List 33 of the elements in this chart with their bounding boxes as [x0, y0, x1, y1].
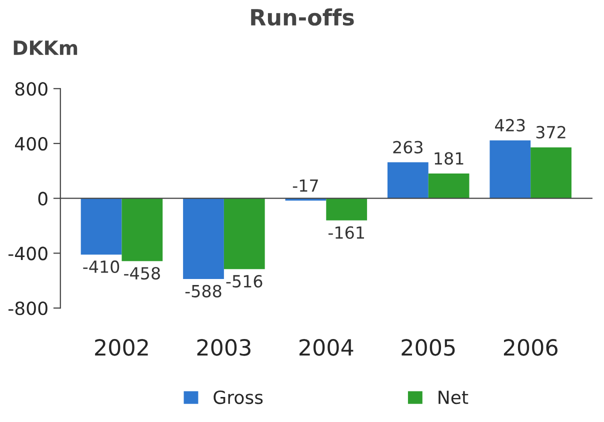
bar — [183, 198, 224, 279]
bar — [490, 140, 531, 198]
y-axis-title: DKKm — [14, 40, 78, 55]
bar — [122, 198, 163, 262]
data-label: -516 — [226, 274, 262, 288]
chart-title: Run-offs — [251, 8, 354, 26]
y-tick-label: -400 — [8, 246, 48, 260]
bar — [326, 198, 368, 220]
data-label: -588 — [185, 284, 222, 298]
x-tick-label: 2004 — [300, 339, 354, 356]
data-label: -458 — [124, 267, 160, 280]
legend-label: Gross — [214, 390, 263, 404]
x-tick-label: 2002 — [95, 339, 148, 356]
x-tick-label: 2005 — [402, 339, 455, 356]
data-label: 181 — [434, 152, 464, 165]
data-label: -410 — [83, 260, 120, 274]
data-label: 372 — [536, 126, 566, 139]
y-tick-label: -800 — [8, 302, 48, 316]
legend-label: Net — [438, 390, 468, 404]
y-tick-label: 800 — [15, 82, 48, 96]
y-tick-label: 0 — [38, 192, 48, 206]
bar — [80, 198, 122, 255]
y-tick-label: 400 — [15, 136, 48, 151]
bar — [530, 147, 572, 198]
data-label: 263 — [393, 140, 422, 154]
data-label: -17 — [292, 180, 318, 192]
bar — [428, 174, 470, 198]
bar — [387, 162, 428, 198]
data-label: 423 — [495, 118, 525, 132]
bar — [224, 198, 265, 270]
data-label: -161 — [328, 226, 364, 239]
x-tick-label: 2006 — [504, 339, 558, 356]
x-tick-label: 2003 — [197, 339, 250, 356]
